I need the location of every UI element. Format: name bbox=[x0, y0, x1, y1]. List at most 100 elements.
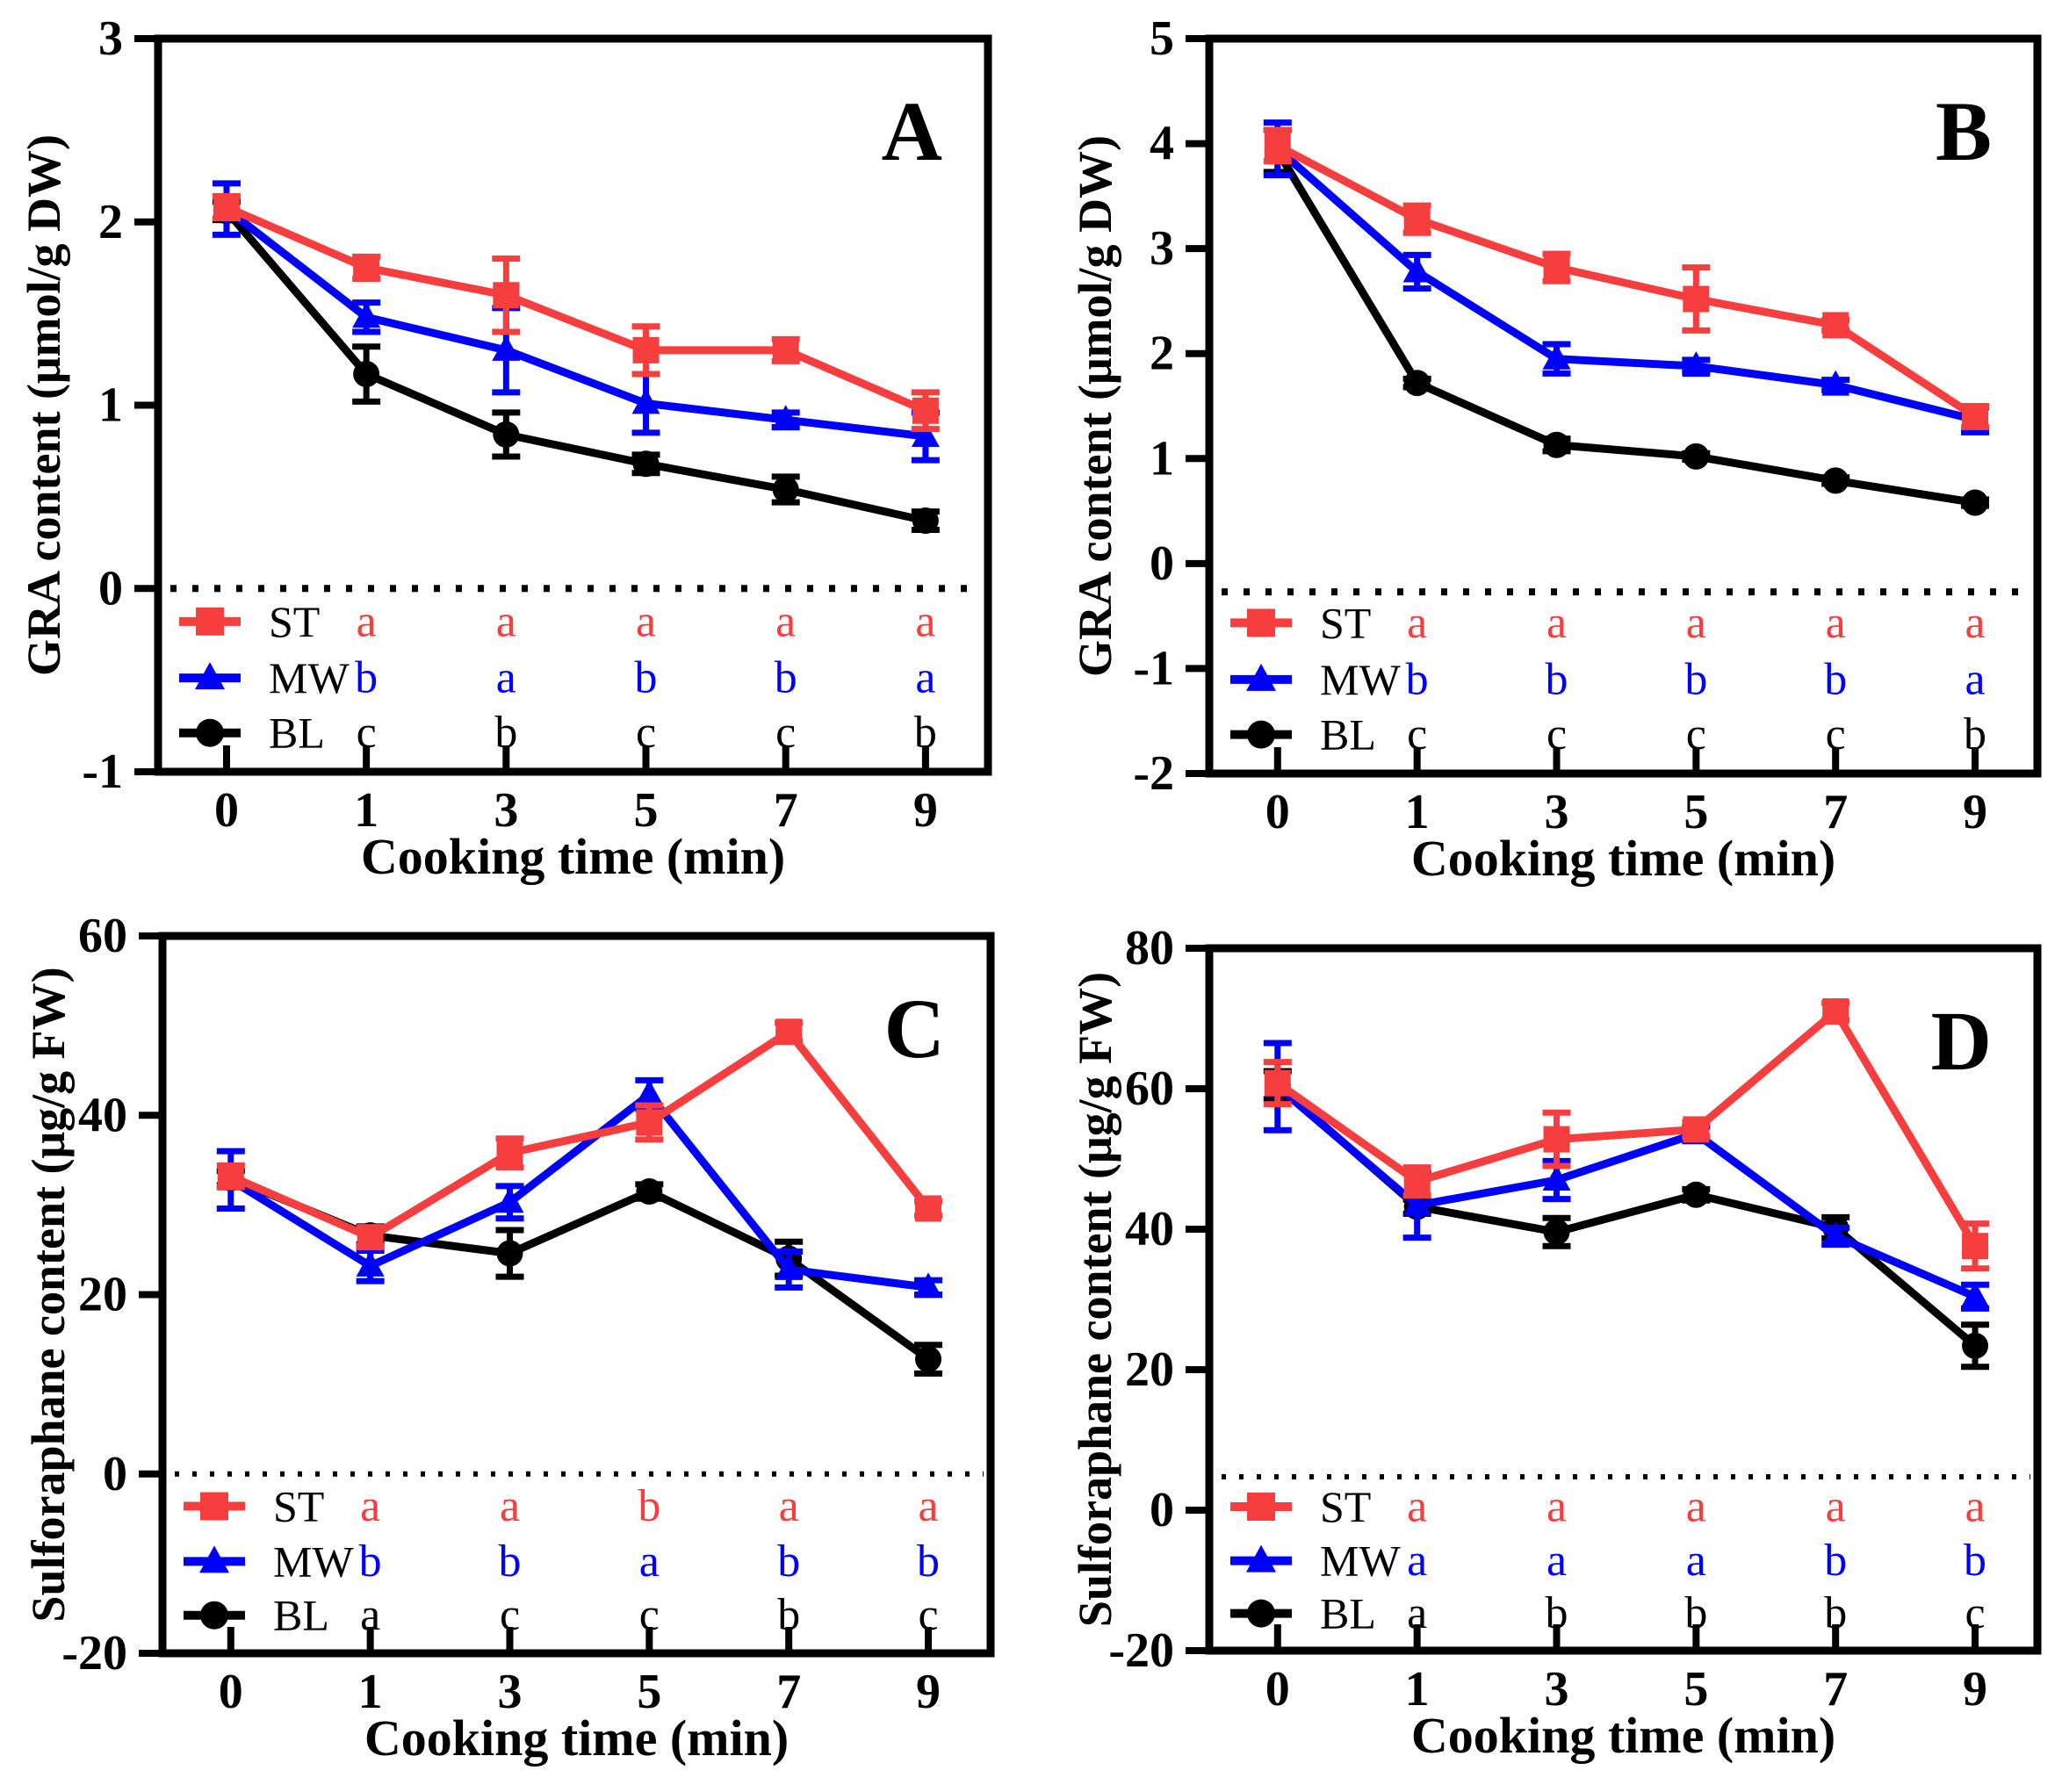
panel-B-marker-MW bbox=[1402, 256, 1431, 283]
panel-D-marker-BL bbox=[1683, 1181, 1710, 1208]
panel-A-sig-letter-MW: a bbox=[915, 653, 935, 703]
panel-A-x-tick-label: 3 bbox=[494, 783, 518, 838]
panel-D-y-tick-label: 40 bbox=[1125, 1202, 1174, 1256]
panel-B-sig-letter-ST: a bbox=[1407, 598, 1427, 648]
panel-D-marker-ST bbox=[1822, 998, 1849, 1025]
panel-B-legend-triangle-icon bbox=[1246, 663, 1276, 691]
panel-B-marker-ST bbox=[1264, 132, 1291, 159]
panel-A-legend-label-MW: MW bbox=[269, 653, 350, 702]
panel-A-marker-ST bbox=[632, 336, 660, 363]
panel-D-marker-MW bbox=[1402, 1190, 1431, 1216]
panel-D-marker-ST bbox=[1403, 1168, 1431, 1195]
panel-C-sig-letter-ST: a bbox=[500, 1481, 520, 1531]
panel-B-x-tick-label: 0 bbox=[1265, 785, 1290, 839]
panel-B-sig-letter-ST: a bbox=[1546, 598, 1567, 648]
panel-B-marker-ST bbox=[1822, 312, 1849, 339]
panel-D-y-tick-label: 0 bbox=[1150, 1483, 1174, 1537]
panel-B-label: B bbox=[1936, 84, 1992, 178]
panel-D-sig-letter-ST: a bbox=[1407, 1482, 1427, 1532]
panel-A-sig-letter-ST: a bbox=[775, 596, 796, 646]
panel-B-marker-BL bbox=[1683, 443, 1710, 470]
panel-A-y-axis-title: GRA content (μmol/g DW) bbox=[18, 134, 70, 676]
panel-D-series-line-BL bbox=[1274, 1082, 1978, 1349]
panel-C-marker-BL bbox=[496, 1240, 523, 1267]
panel-C-y-tick-label: -20 bbox=[61, 1626, 127, 1680]
panel-A-sig-letter-MW: b bbox=[635, 653, 658, 703]
panel-A-frame bbox=[154, 34, 992, 776]
panel-D-sig-letter-ST: a bbox=[1826, 1482, 1846, 1532]
panel-A-marker-BL bbox=[632, 450, 660, 478]
panel-D-y-tick-label: 20 bbox=[1125, 1342, 1174, 1397]
panel-A-label: A bbox=[882, 84, 942, 178]
panel-D-y-tick-label: -20 bbox=[1108, 1623, 1174, 1678]
panel-B-marker-BL bbox=[1403, 370, 1431, 397]
panel-B-sig-letter-ST: a bbox=[1826, 598, 1846, 648]
panel-B-y-tick-label: 3 bbox=[1150, 221, 1174, 276]
panel-B-y-tick-label: 5 bbox=[1150, 11, 1174, 66]
panel-B-y-tick-label: 0 bbox=[1150, 536, 1174, 591]
panel-A-sig-letter-MW: b bbox=[355, 653, 378, 703]
panel-A-sig-letter-BL: b bbox=[914, 708, 937, 758]
panel-A-legend-label-BL: BL bbox=[269, 709, 325, 758]
panel-C-sig-letter-MW: a bbox=[639, 1537, 660, 1587]
panel-D-marker-BL bbox=[1543, 1219, 1570, 1246]
panel-B-y-tick-label: 2 bbox=[1150, 327, 1174, 381]
panel-B-sig-letter-ST: a bbox=[1965, 598, 1985, 648]
panel-C-marker-MW bbox=[635, 1079, 664, 1105]
panel-D-sig-letter-MW: b bbox=[1824, 1536, 1847, 1586]
panel-B-y-tick-label: -1 bbox=[1133, 641, 1174, 695]
panel-B-x-axis-title: Cooking time (min) bbox=[1411, 830, 1835, 887]
panel-B-legend-square-icon bbox=[1247, 608, 1275, 637]
panel-C-marker-MW bbox=[495, 1187, 524, 1213]
panel-B-legend-label-MW: MW bbox=[1320, 655, 1401, 704]
panel-C-legend-circle-icon bbox=[200, 1601, 228, 1630]
panel-D-legend-label-MW: MW bbox=[1320, 1537, 1401, 1586]
panel-A-marker-ST bbox=[353, 254, 380, 281]
panel-B-sig-letter-ST: a bbox=[1686, 598, 1706, 648]
panel-C-legend-label-ST: ST bbox=[273, 1482, 324, 1531]
panel-A-y-tick-label: 3 bbox=[98, 11, 123, 66]
panel-A-sig-letter-BL: b bbox=[494, 708, 517, 758]
panel-B-frame bbox=[1205, 34, 2042, 778]
panel-A-marker-MW bbox=[911, 421, 940, 447]
panel-A-marker-BL bbox=[493, 421, 520, 448]
panel-D-legend-triangle-icon bbox=[1246, 1544, 1276, 1572]
panel-A-marker-MW bbox=[492, 335, 521, 361]
panel-C-series-line-MW bbox=[228, 1090, 929, 1292]
panel-C-sig-letter-BL: a bbox=[360, 1590, 380, 1640]
panel-B-series-line-ST bbox=[1275, 141, 1978, 421]
panel-A-x-tick-label: 9 bbox=[913, 783, 938, 838]
panel-B-marker-BL bbox=[1822, 467, 1849, 494]
panel-A-sig-letter-BL: c bbox=[636, 708, 656, 758]
panel-D-label: D bbox=[1931, 994, 1992, 1088]
panel-D-legend-label-ST: ST bbox=[1320, 1482, 1371, 1531]
panel-D-legend-circle-icon bbox=[1247, 1599, 1275, 1628]
panel-C-marker-ST bbox=[496, 1140, 523, 1167]
panel-C-y-tick-label: 60 bbox=[78, 909, 127, 963]
panel-D-series-line-MW bbox=[1274, 1083, 1977, 1300]
panel-C-sig-letter-BL: c bbox=[639, 1590, 660, 1640]
panel-A-sig-letter-MW: a bbox=[496, 653, 516, 703]
panel-D-frame bbox=[1205, 944, 2042, 1655]
panel-B-series-line-MW bbox=[1274, 146, 1977, 424]
panel-A-marker-ST bbox=[493, 282, 520, 309]
panel-B-y-axis-title: GRA content (μmol/g DW) bbox=[1069, 135, 1121, 677]
panel-D-x-tick-label: 0 bbox=[1265, 1662, 1290, 1716]
panel-C-sig-letter-BL: c bbox=[918, 1590, 938, 1640]
panel-D-sig-letter-MW: b bbox=[1964, 1536, 1986, 1586]
panel-C-x-tick-label: 7 bbox=[776, 1665, 801, 1719]
panel-B-marker-MW bbox=[1682, 351, 1711, 378]
panel-A-marker-MW bbox=[771, 405, 800, 431]
panel-C-y-axis-title: Sulforaphane content (μg/g FW) bbox=[22, 967, 75, 1622]
panel-B-marker-ST bbox=[1683, 285, 1710, 313]
panel-C-marker-ST bbox=[217, 1162, 244, 1190]
panel-A-y-tick-label: -1 bbox=[82, 745, 123, 799]
panel-C-series-line-ST bbox=[228, 1027, 932, 1241]
panel-B-marker-ST bbox=[1543, 254, 1570, 281]
panel-D-sig-letter-BL: b bbox=[1545, 1588, 1568, 1638]
panel-D-sig-letter-BL: b bbox=[1684, 1588, 1707, 1638]
panel-A-series-line-ST bbox=[225, 203, 927, 414]
panel-D-x-tick-label: 7 bbox=[1823, 1662, 1848, 1716]
panel-C-sig-letter-MW: b bbox=[498, 1537, 521, 1587]
panel-A-series-line-MW bbox=[224, 205, 926, 441]
